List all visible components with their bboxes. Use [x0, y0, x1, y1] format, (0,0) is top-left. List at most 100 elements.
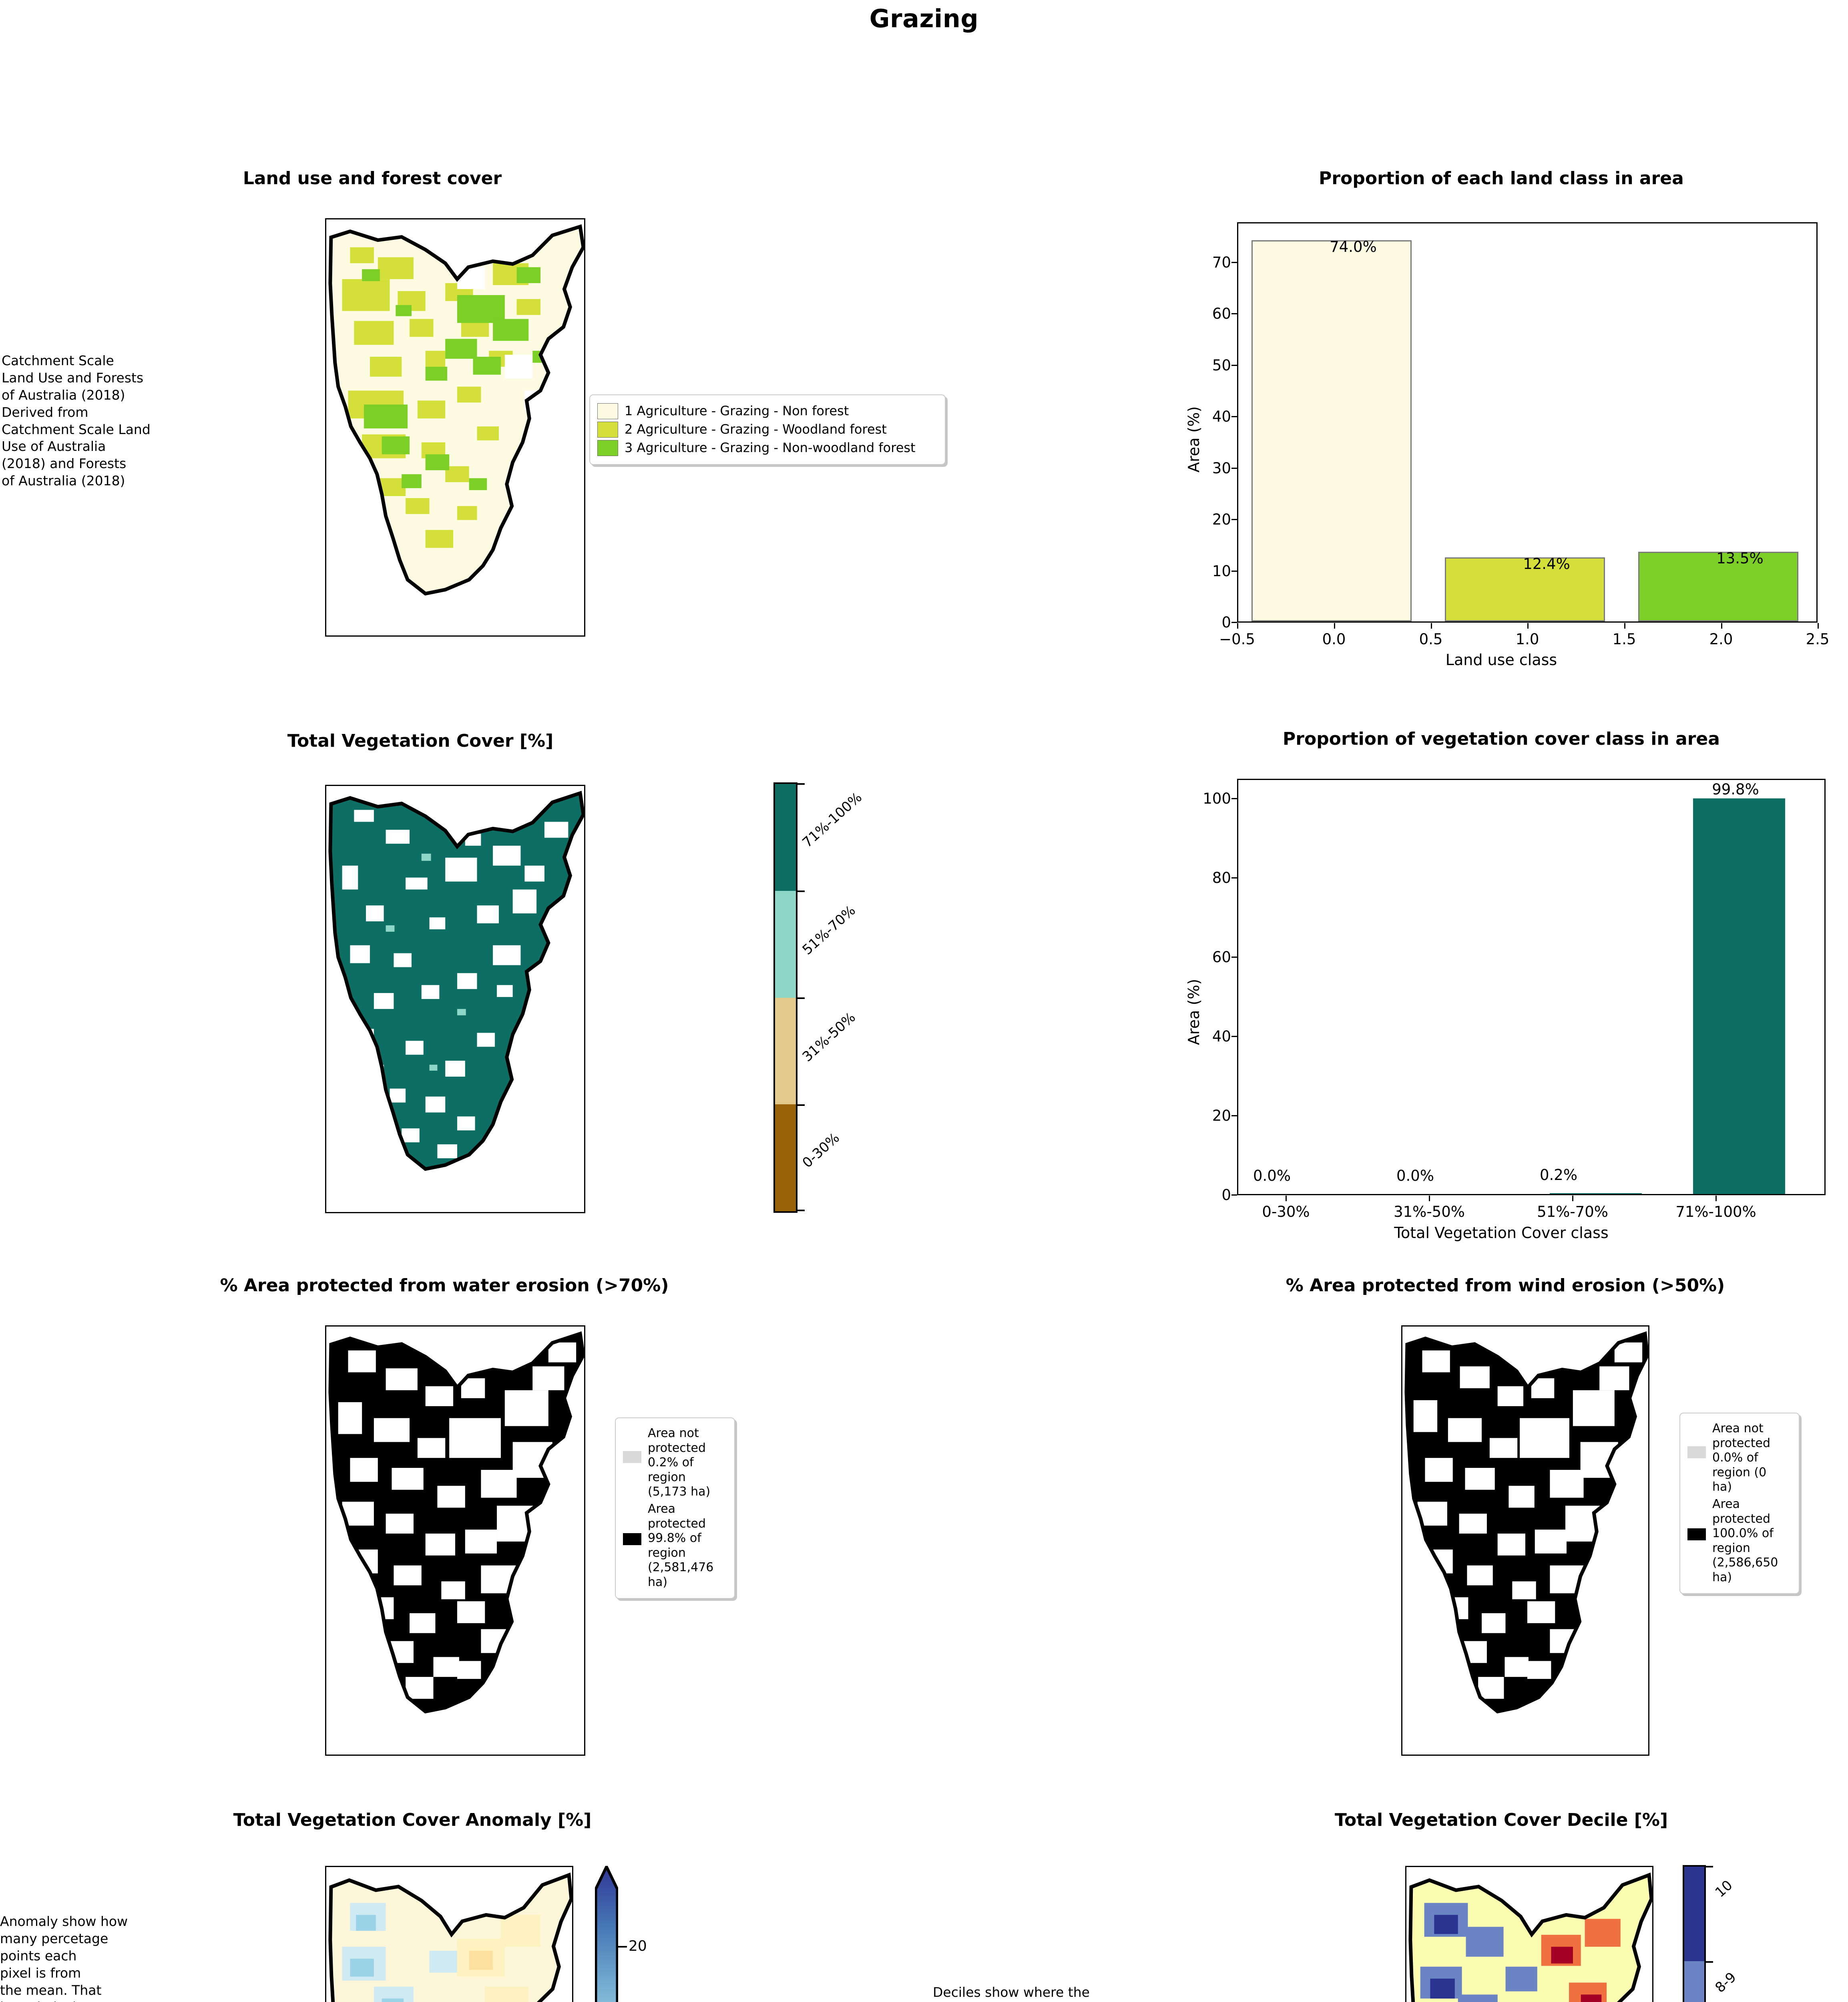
- xtick-label-1.0: 1.0: [1515, 631, 1539, 648]
- bar-label-veg-51-70: 0.2%: [1540, 1166, 1577, 1184]
- bar-veg-71-100[interactable]: [1693, 798, 1785, 1194]
- ytick-label-10: 10: [1212, 563, 1231, 580]
- land-use-map-catchment: [326, 219, 584, 635]
- land-use-map[interactable]: [325, 218, 585, 637]
- bar-land-class-0[interactable]: [1251, 240, 1412, 621]
- cbar-seg-0-30: [775, 1104, 796, 1211]
- wind-erosion-map-catchment: [1402, 1327, 1648, 1755]
- xtick-label-2.0: 2.0: [1709, 631, 1733, 648]
- land-use-side-note: Catchment Scale Land Use and Forests of …: [2, 353, 151, 489]
- bar-veg-51-70[interactable]: [1550, 1193, 1642, 1194]
- bar-label-land-class-0: 74.0%: [1330, 238, 1377, 255]
- ytick-label-30: 30: [1212, 460, 1231, 477]
- land-use-map-title: Land use and forest cover: [243, 168, 502, 189]
- decile-map[interactable]: [1405, 1866, 1653, 2002]
- wind-erosion-map[interactable]: [1401, 1325, 1649, 1756]
- land-class-x-axis-label: Land use class: [1445, 651, 1557, 669]
- veg-cover-x-axis-label: Total Vegetation Cover class: [1394, 1224, 1609, 1242]
- wind-erosion-legend[interactable]: Area not protected 0.0% of region (0 ha)…: [1679, 1413, 1800, 1594]
- legend-item-label: Area protected 99.8% of region (2,581,47…: [648, 1502, 714, 1589]
- xtick-label-1.5: 1.5: [1612, 631, 1636, 648]
- legend-item: 3 Agriculture - Grazing - Non-woodland f…: [597, 440, 938, 456]
- swatch-non-forest: [597, 403, 618, 419]
- swatch-area-not-protected: [1687, 1446, 1706, 1458]
- legend-item-label: Area not protected 0.2% of region (5,173…: [648, 1426, 711, 1499]
- veg-ytick-label-80: 80: [1212, 869, 1231, 886]
- veg-ytick-label-0: 0: [1221, 1186, 1231, 1204]
- land-class-plot-area: [1237, 222, 1818, 623]
- cbar-label-71-100: 71%-100%: [799, 789, 865, 851]
- bar-land-class-2[interactable]: [1638, 552, 1798, 621]
- decile-map-catchment: [1406, 1867, 1652, 2002]
- veg-xtick-label-0-30: 0-30%: [1262, 1203, 1310, 1220]
- anomaly-colorbar: [595, 1866, 627, 2002]
- ytick-label-70: 70: [1212, 254, 1231, 271]
- decile-colorbar: [1683, 1865, 1713, 2002]
- veg-xtick-label-31-50: 31%-50%: [1394, 1203, 1465, 1220]
- legend-item: Area not protected 0.0% of region (0 ha): [1687, 1421, 1792, 1495]
- anomaly-map-title: Total Vegetation Cover Anomaly [%]: [233, 1810, 592, 1830]
- bar-label-veg-0-30: 0.0%: [1253, 1167, 1291, 1184]
- decile-side-note: Deciles show where the pixel value lies …: [933, 1984, 1090, 2002]
- land-class-y-axis-label: Area (%): [1185, 406, 1203, 472]
- land-class-chart-title: Proportion of each land class in area: [1319, 168, 1684, 189]
- xtick-label-2.5: 2.5: [1806, 631, 1830, 648]
- veg-ytick-label-20: 20: [1212, 1107, 1231, 1124]
- veg-ytick-label-40: 40: [1212, 1028, 1231, 1045]
- veg-ytick-label-60: 60: [1212, 949, 1231, 966]
- legend-item: 1 Agriculture - Grazing - Non forest: [597, 403, 938, 419]
- veg-cover-chart-title: Proportion of vegetation cover class in …: [1283, 729, 1720, 749]
- cbar-label-31-50: 31%-50%: [799, 1009, 859, 1065]
- ytick-label-0: 0: [1221, 614, 1231, 631]
- anomaly-side-note: Anomaly show how many percetage points e…: [0, 1914, 128, 2002]
- decile-label-8-9: 8-9: [1712, 1969, 1740, 1996]
- water-erosion-map[interactable]: [325, 1325, 585, 1756]
- land-use-legend[interactable]: 1 Agriculture - Grazing - Non forest 2 A…: [589, 394, 946, 465]
- cbar-seg-10: [1684, 1867, 1704, 1962]
- page-title: Grazing: [869, 4, 979, 33]
- decile-label-10: 10: [1712, 1877, 1736, 1901]
- veg-ytick-label-100: 100: [1203, 790, 1231, 807]
- veg-cover-map-title: Total Vegetation Cover [%]: [287, 731, 554, 751]
- anomaly-map-catchment: [326, 1867, 572, 2002]
- legend-item-label: 2 Agriculture - Grazing - Woodland fores…: [625, 422, 887, 437]
- legend-item-label: 1 Agriculture - Grazing - Non forest: [625, 403, 849, 419]
- veg-cover-y-axis-label: Area (%): [1185, 979, 1203, 1045]
- cbar-label-0-30: 0-30%: [799, 1130, 843, 1171]
- ytick-label-60: 60: [1212, 305, 1231, 322]
- swatch-non-woodland-forest: [597, 440, 618, 456]
- ytick-label-40: 40: [1212, 408, 1231, 425]
- bar-label-land-class-1: 12.4%: [1523, 555, 1570, 573]
- bar-label-land-class-2: 13.5%: [1716, 550, 1764, 567]
- water-erosion-map-title: % Area protected from water erosion (>70…: [220, 1275, 669, 1296]
- wind-erosion-map-title: % Area protected from wind erosion (>50%…: [1286, 1275, 1725, 1296]
- veg-xtick-label-51-70: 51%-70%: [1537, 1203, 1608, 1220]
- swatch-area-not-protected: [623, 1451, 641, 1463]
- ytick-label-20: 20: [1212, 511, 1231, 528]
- ytick-label-50: 50: [1212, 357, 1231, 374]
- land-class-chart: Proportion of each land class in area 74…: [1161, 168, 1842, 669]
- swatch-woodland-forest: [597, 422, 618, 438]
- bar-land-class-1[interactable]: [1445, 557, 1605, 621]
- veg-xtick-label-71-100: 71%-100%: [1675, 1203, 1756, 1220]
- veg-cover-chart: Proportion of vegetation cover class in …: [1161, 729, 1842, 1249]
- veg-cover-map[interactable]: [325, 785, 585, 1213]
- xtick-label--0.5: −0.5: [1219, 631, 1255, 648]
- legend-item-label: Area protected 100.0% of region (2,586,6…: [1712, 1497, 1778, 1584]
- cbar-seg-51-70: [775, 890, 796, 998]
- decile-map-title: Total Vegetation Cover Decile [%]: [1334, 1810, 1668, 1830]
- legend-item: Area protected 99.8% of region (2,581,47…: [623, 1502, 727, 1590]
- bar-label-veg-31-50: 0.0%: [1396, 1167, 1434, 1184]
- water-erosion-legend[interactable]: Area not protected 0.2% of region (5,173…: [615, 1417, 735, 1599]
- legend-item: Area not protected 0.2% of region (5,173…: [623, 1426, 727, 1499]
- legend-item-label: Area not protected 0.0% of region (0 ha): [1712, 1421, 1771, 1494]
- xtick-label-0.0: 0.0: [1322, 631, 1346, 648]
- legend-item: Area protected 100.0% of region (2,586,6…: [1687, 1497, 1792, 1585]
- cbar-seg-71-100: [775, 784, 796, 891]
- xtick-label-0.5: 0.5: [1419, 631, 1443, 648]
- cbar-seg-8-9: [1684, 1961, 1704, 2002]
- anomaly-map[interactable]: [325, 1866, 573, 2002]
- veg-cover-colorbar: [773, 782, 805, 1213]
- veg-cover-map-catchment: [326, 786, 584, 1212]
- cbar-label-51-70: 51%-70%: [799, 902, 859, 958]
